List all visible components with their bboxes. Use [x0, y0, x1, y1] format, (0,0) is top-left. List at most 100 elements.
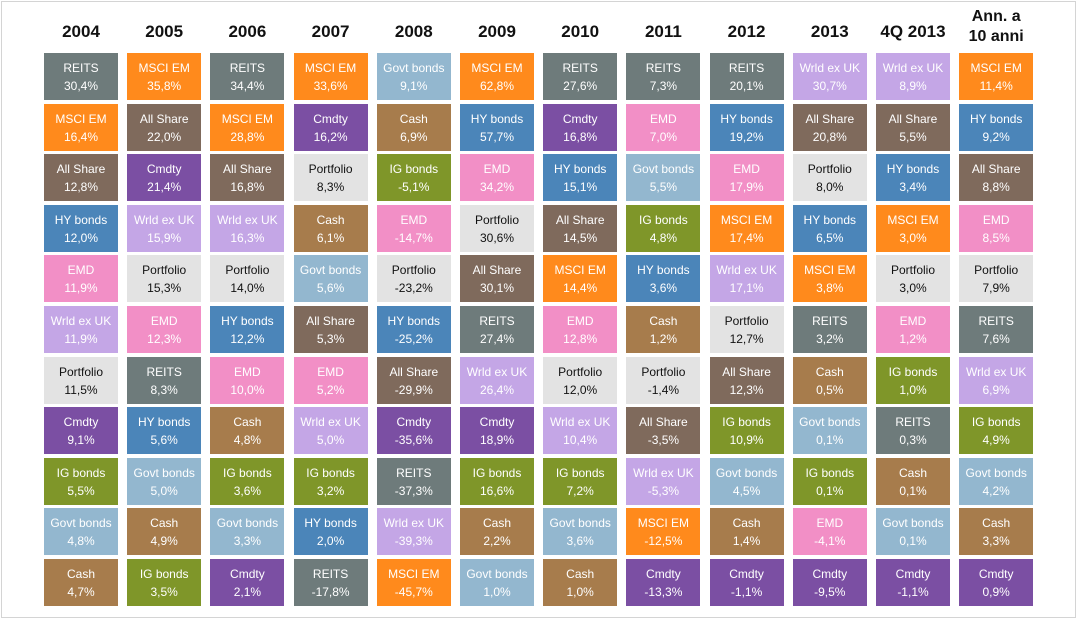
- asset-name: Portfolio: [391, 263, 436, 278]
- asset-name: HY bonds: [720, 111, 773, 126]
- asset-name: IG bonds: [139, 567, 189, 581]
- return-value: 10,9%: [729, 433, 764, 448]
- table-cell: MSCI EM 33,6%: [293, 53, 368, 100]
- table-cell: REITS 27,4%: [460, 306, 534, 353]
- return-value: 0,1%: [816, 483, 844, 498]
- table-cell: Portfolio 15,3%: [127, 255, 202, 303]
- return-value: 1,2%: [649, 332, 678, 346]
- return-value: 28,8%: [230, 129, 265, 144]
- return-value: 4,8%: [649, 230, 678, 245]
- return-value: -17,8%: [311, 585, 350, 599]
- return-value: 62,8%: [479, 79, 515, 93]
- table-cell: All Share 8,8%: [959, 154, 1034, 202]
- return-value: 34,2%: [479, 180, 515, 195]
- column-header: 2009: [478, 22, 516, 41]
- asset-name: HY bonds: [886, 162, 940, 177]
- asset-name: Govt bonds: [299, 263, 362, 278]
- return-value: 20,8%: [812, 129, 847, 144]
- table-cell: All Share 12,3%: [709, 356, 784, 404]
- asset-name: IG bonds: [472, 465, 522, 480]
- column-header: 4Q 2013: [880, 22, 946, 41]
- return-value: 5,0%: [316, 433, 345, 448]
- return-value: 1,4%: [732, 534, 761, 549]
- return-value: 7,0%: [649, 129, 678, 144]
- return-value: 8,0%: [816, 180, 844, 195]
- return-value: 18,9%: [479, 433, 515, 448]
- column-header: 2012: [727, 22, 766, 41]
- asset-name: Cash: [399, 111, 428, 126]
- table-cell: IG bonds 1,0%: [876, 356, 950, 404]
- table-cell: Wrld ex UK 6,9%: [959, 356, 1034, 404]
- return-value: -37,3%: [394, 483, 433, 498]
- return-value: 8,8%: [982, 180, 1010, 195]
- table-cell: Cmdty 16,8%: [543, 103, 618, 151]
- table-cell: Govt bonds 5,5%: [626, 154, 701, 202]
- return-value: -23,2%: [394, 281, 433, 296]
- return-value: -1,1%: [730, 585, 763, 599]
- table-cell: MSCI EM 62,8%: [460, 53, 534, 100]
- asset-name: Govt bonds: [50, 516, 112, 531]
- asset-name: EMD: [899, 314, 927, 328]
- return-value: -25,2%: [394, 332, 433, 346]
- return-value: 35,8%: [147, 79, 182, 93]
- asset-name: Cash: [815, 364, 844, 379]
- return-value: 2,0%: [316, 534, 345, 549]
- table-cell: All Share -3,5%: [626, 407, 701, 455]
- table-cell: EMD 12,8%: [543, 306, 618, 353]
- table-cell: Cash 3,3%: [959, 508, 1034, 556]
- table-cell: EMD 8,5%: [959, 204, 1034, 252]
- asset-name: REITS: [312, 567, 349, 581]
- table-cell: Govt bonds 3,6%: [543, 508, 618, 556]
- asset-name: Govt bonds: [466, 567, 528, 581]
- table-cell: Cmdty -1,1%: [709, 559, 784, 606]
- asset-name: Cash: [732, 516, 761, 531]
- asset-name: Wrld ex UK: [799, 61, 861, 75]
- return-value: -5,3%: [647, 483, 680, 498]
- return-value: 17,1%: [729, 281, 764, 296]
- table-cell: All Share 22,0%: [127, 103, 202, 151]
- table-cell: Cmdty -35,6%: [376, 407, 451, 455]
- asset-name: Wrld ex UK: [50, 314, 112, 328]
- asset-name: REITS: [728, 61, 765, 75]
- table-cell: IG bonds 4,8%: [626, 204, 701, 252]
- return-value: 11,5%: [64, 382, 98, 397]
- return-value: 14,4%: [563, 281, 598, 296]
- return-value: 5,2%: [316, 382, 345, 397]
- asset-name: Cash: [150, 516, 179, 531]
- asset-name: IG bonds: [639, 212, 688, 227]
- column-header: 2013: [810, 22, 849, 41]
- asset-name: Cash: [566, 567, 595, 581]
- asset-name: REITS: [396, 465, 432, 480]
- table-cell: IG bonds 3,6%: [210, 457, 285, 505]
- return-value: 19,2%: [729, 129, 764, 144]
- return-value: 3,5%: [150, 585, 178, 599]
- asset-name: Cmdty: [479, 415, 515, 430]
- return-value: 7,6%: [982, 332, 1010, 346]
- table-cell: HY bonds 12,0%: [44, 204, 118, 252]
- return-value: 9,1%: [400, 79, 428, 93]
- return-value: -9,5%: [814, 585, 846, 599]
- table-cell: MSCI EM 3,0%: [876, 204, 950, 252]
- return-value: 6,9%: [400, 129, 428, 144]
- table-cell: Cash 1,4%: [709, 508, 784, 556]
- table-cell: Wrld ex UK 17,1%: [709, 255, 784, 303]
- asset-name: Cmdty: [978, 567, 1014, 581]
- asset-name: MSCI EM: [138, 61, 190, 75]
- table-cell: Govt bonds 4,5%: [709, 457, 784, 505]
- asset-name: MSCI EM: [720, 212, 773, 227]
- return-value: 4,2%: [982, 483, 1010, 498]
- return-value: 5,6%: [150, 433, 178, 448]
- return-value: 3,6%: [649, 281, 678, 296]
- table-cell: Govt bonds 0,1%: [876, 508, 950, 556]
- return-value: 14,0%: [230, 281, 265, 296]
- column-header: 2004: [62, 22, 100, 41]
- table-cell: All Share 30,1%: [460, 255, 534, 303]
- return-value: 30,4%: [63, 79, 99, 93]
- table-cell: Cmdty -13,3%: [626, 559, 701, 606]
- table-cell: HY bonds 12,2%: [210, 306, 285, 353]
- return-value: -4,1%: [814, 534, 846, 549]
- asset-name: EMD: [234, 364, 261, 379]
- table-cell: HY bonds 3,4%: [876, 154, 950, 202]
- asset-name: IG bonds: [805, 465, 855, 480]
- return-value: 3,4%: [899, 180, 927, 195]
